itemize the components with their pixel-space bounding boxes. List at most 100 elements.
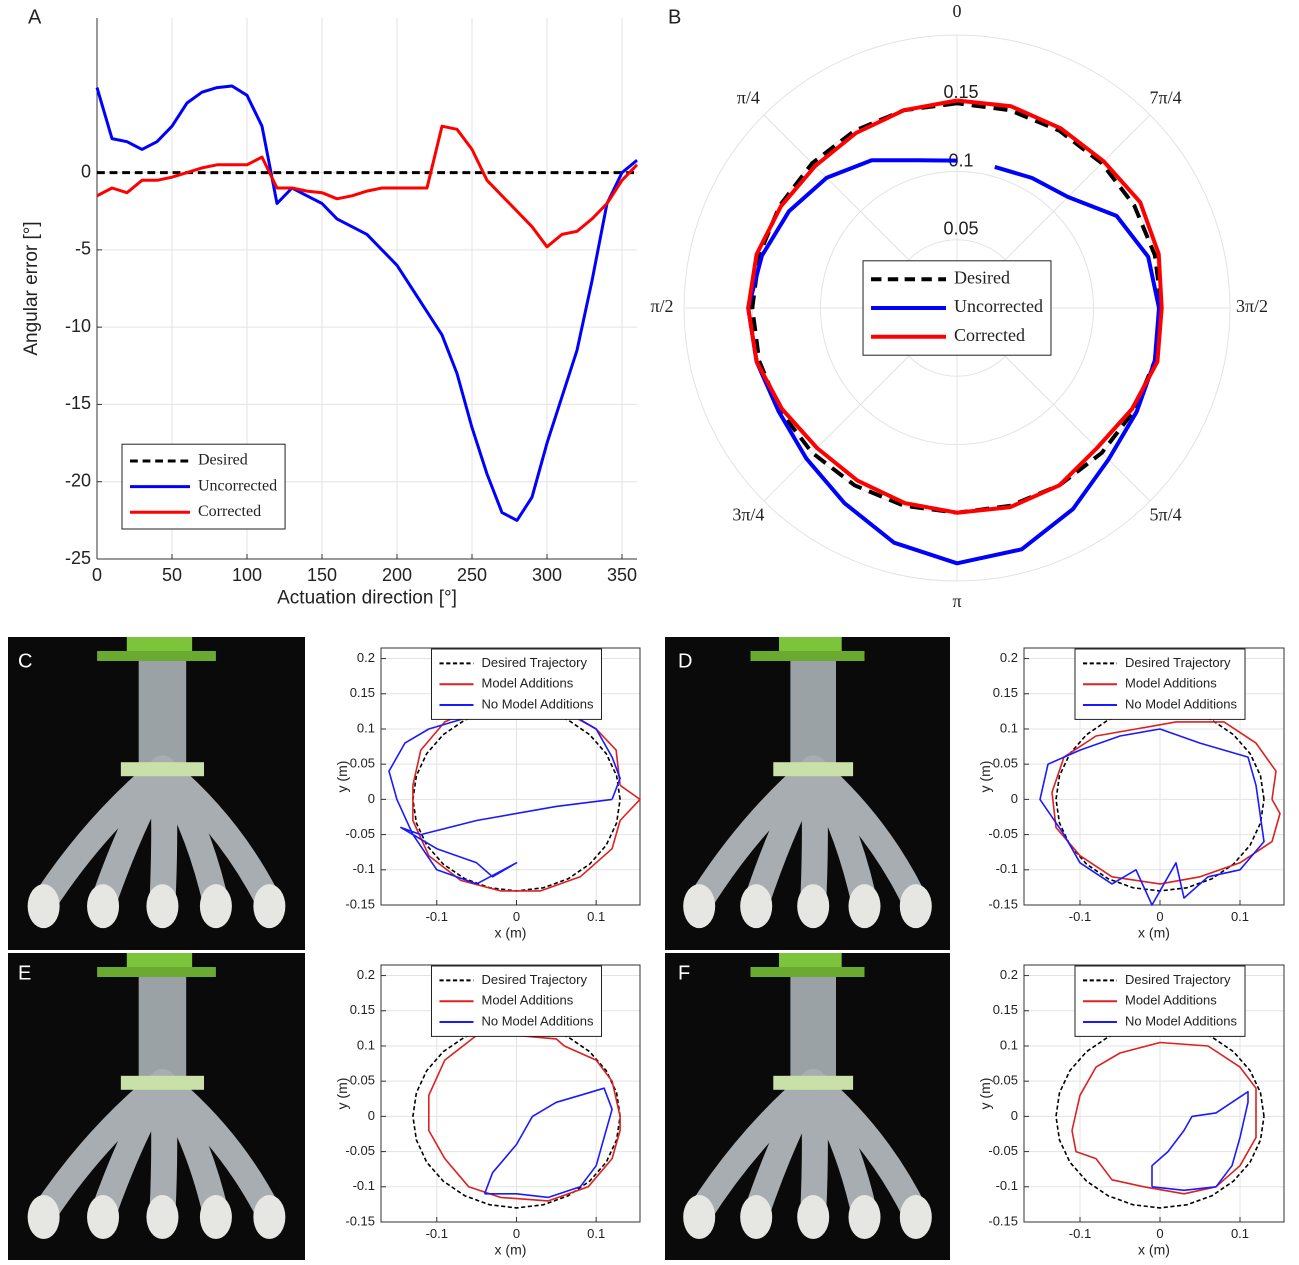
fingertip xyxy=(740,1195,772,1239)
x-tick-label: -0.1 xyxy=(1069,909,1091,924)
y-tick-label: 0.05 xyxy=(993,1073,1018,1088)
fingertip xyxy=(253,884,285,928)
fingertip xyxy=(797,1195,829,1239)
joint-band xyxy=(121,762,204,776)
theta-tick-label: π/2 xyxy=(650,296,673,316)
theta-tick-label: π/4 xyxy=(737,88,760,108)
fingertip xyxy=(797,884,829,928)
legend-label: Model Additions xyxy=(1125,676,1217,691)
x-tick-label: 0 xyxy=(1156,1226,1163,1241)
joint-band xyxy=(121,1076,204,1090)
x-tick-label: 0.1 xyxy=(587,909,605,924)
y-tick-label: -0.05 xyxy=(345,1143,375,1158)
panel-letter: B xyxy=(668,6,681,28)
legend-label: Desired xyxy=(954,267,1010,287)
x-tick-label: -0.1 xyxy=(426,1226,448,1241)
y-tick-label: 0.05 xyxy=(350,756,375,771)
y-tick-label: 0.1 xyxy=(357,720,375,735)
theta-tick-label: 3π/4 xyxy=(732,505,764,525)
y-tick-label: 0.1 xyxy=(357,1037,375,1052)
y-tick-label: -20 xyxy=(65,470,91,490)
y-tick-label: -0.15 xyxy=(988,896,1018,911)
x-axis-label: Actuation direction [°] xyxy=(277,588,457,609)
y-tick-label: 0.15 xyxy=(350,1002,375,1017)
y-tick-label: 0.2 xyxy=(357,650,375,665)
legend: DesiredUncorrectedCorrected xyxy=(122,444,285,529)
x-tick-label: 150 xyxy=(307,565,337,585)
fingertip xyxy=(146,1195,178,1239)
fingertip xyxy=(849,1195,881,1239)
y-axis-label: y (m) xyxy=(977,761,993,793)
y-tick-label: -0.15 xyxy=(345,1213,375,1228)
fingertip xyxy=(87,1195,119,1239)
x-tick-label: 100 xyxy=(232,565,262,585)
panel-letter: F xyxy=(678,962,690,984)
x-tick-label: 250 xyxy=(457,565,487,585)
legend-label: No Model Additions xyxy=(481,696,594,711)
mount-plate xyxy=(97,967,216,977)
y-tick-label: 0 xyxy=(368,791,375,806)
joint-band xyxy=(773,762,853,776)
fingertip xyxy=(87,884,119,928)
y-axis-label: y (m) xyxy=(334,761,350,793)
x-tick-label: 0 xyxy=(1156,909,1163,924)
legend-label: Model Additions xyxy=(1125,993,1217,1008)
fingertip xyxy=(683,884,715,928)
legend: Desired TrajectoryModel AdditionsNo Mode… xyxy=(1075,966,1245,1036)
x-axis-label: x (m) xyxy=(1138,1241,1170,1257)
fingertip xyxy=(900,884,932,928)
mount-plate xyxy=(751,967,865,977)
legend-label: Corrected xyxy=(198,503,261,520)
photo xyxy=(665,637,950,950)
theta-tick-label: 3π/2 xyxy=(1236,296,1268,316)
y-tick-label: 0.1 xyxy=(1000,1037,1018,1052)
y-tick-label: 0.2 xyxy=(1000,967,1018,982)
x-tick-label: 300 xyxy=(532,565,562,585)
x-tick-label: 0 xyxy=(513,909,520,924)
theta-tick-label: 0 xyxy=(953,1,962,21)
photo xyxy=(8,953,305,1260)
y-tick-label: 0.05 xyxy=(350,1073,375,1088)
photo xyxy=(8,637,305,950)
y-tick-label: -0.1 xyxy=(353,1178,375,1193)
theta-tick-label: 7π/4 xyxy=(1150,88,1182,108)
y-tick-label: 0.05 xyxy=(993,756,1018,771)
panel-letter: C xyxy=(18,650,32,672)
y-tick-label: 0 xyxy=(1011,1108,1018,1123)
y-axis-label: y (m) xyxy=(977,1078,993,1110)
legend-label: No Model Additions xyxy=(481,1013,594,1028)
panel-letter: D xyxy=(678,650,692,672)
y-tick-label: -0.05 xyxy=(345,826,375,841)
photo xyxy=(665,953,950,1260)
y-tick-label: -25 xyxy=(65,548,91,568)
x-tick-label: 0 xyxy=(92,565,102,585)
r-tick-label: 0.05 xyxy=(943,219,978,239)
legend-label: Desired Trajectory xyxy=(481,972,587,987)
panel-letter: E xyxy=(18,962,31,984)
mount-plate xyxy=(97,651,216,661)
legend: DesiredUncorrectedCorrected xyxy=(863,261,1051,355)
mount-plate xyxy=(751,651,865,661)
fingertip xyxy=(849,884,881,928)
panel-letter: A xyxy=(28,6,42,28)
x-tick-label: 0 xyxy=(513,1226,520,1241)
legend-label: Corrected xyxy=(954,325,1025,345)
y-tick-label: -0.1 xyxy=(996,1178,1018,1193)
y-tick-label: -15 xyxy=(65,393,91,413)
fingertip xyxy=(740,884,772,928)
x-tick-label: 0.1 xyxy=(1231,909,1249,924)
y-tick-label: 0 xyxy=(368,1108,375,1123)
y-tick-label: -0.15 xyxy=(988,1213,1018,1228)
y-axis-label: y (m) xyxy=(334,1078,350,1110)
y-tick-label: -5 xyxy=(75,239,91,259)
fingertip xyxy=(200,1195,232,1239)
y-tick-label: 0.1 xyxy=(1000,720,1018,735)
x-tick-label: -0.1 xyxy=(426,909,448,924)
theta-tick-label: 5π/4 xyxy=(1150,505,1182,525)
legend-label: No Model Additions xyxy=(1125,1013,1238,1028)
y-tick-label: -0.05 xyxy=(988,826,1018,841)
fingertip xyxy=(28,1195,60,1239)
x-tick-label: -0.1 xyxy=(1069,1226,1091,1241)
fingertip xyxy=(200,884,232,928)
